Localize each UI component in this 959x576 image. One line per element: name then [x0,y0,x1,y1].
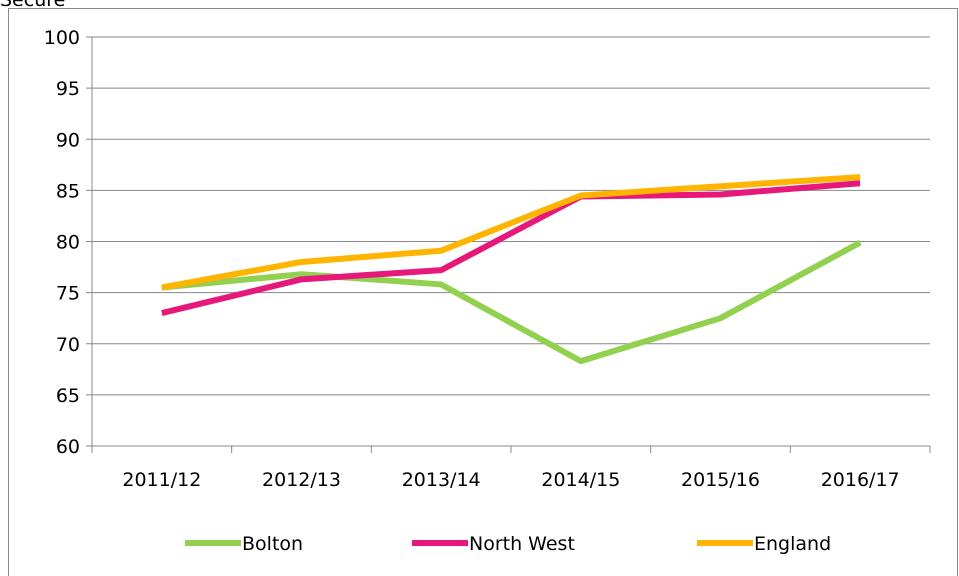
y-tick-label: 90 [56,129,80,151]
x-tick-label: 2011/12 [122,469,201,491]
legend-label: Bolton [242,533,303,555]
chart-title: Secure [0,0,65,11]
series-line [161,180,861,316]
y-tick-label: 100 [44,27,80,49]
y-tick-label: 75 [56,283,80,305]
y-tick-label: 80 [56,232,80,254]
x-tick-label: 2014/15 [541,469,620,491]
series-line [161,174,861,291]
x-tick-label: 2015/16 [681,469,760,491]
legend-label: England [754,533,831,555]
x-tick-label: 2013/14 [402,469,481,491]
series-line [161,239,862,365]
y-tick-label: 60 [56,436,80,458]
y-tick-label: 95 [56,78,80,100]
legend-label: North West [469,533,575,555]
y-tick-label: 70 [56,334,80,356]
y-tick-label: 85 [56,180,80,202]
x-tick-label: 2016/17 [821,469,900,491]
y-tick-label: 65 [56,385,80,407]
x-tick-label: 2012/13 [262,469,341,491]
